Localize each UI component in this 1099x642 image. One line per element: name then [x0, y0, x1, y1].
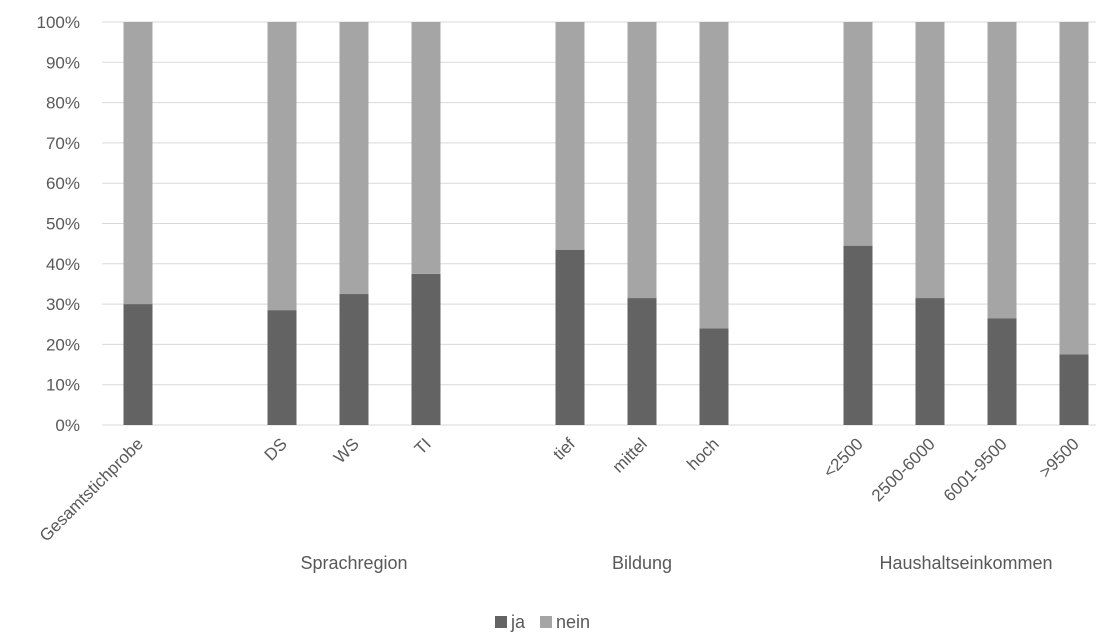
- x-tick-label: 6001-9500: [940, 434, 1011, 505]
- group-label: Bildung: [612, 553, 672, 573]
- bar-nein: [267, 22, 297, 311]
- y-tick-label: 40%: [46, 255, 80, 274]
- x-tick-label: Gesamtstichprobe: [36, 434, 147, 545]
- bar-nein: [339, 22, 369, 295]
- bar-nein: [1059, 22, 1089, 355]
- x-tick-label: hoch: [683, 434, 723, 474]
- group-labels: Sprachregion Bildung Haushaltseinkommen: [300, 553, 1052, 573]
- y-tick-label: 0%: [55, 416, 80, 435]
- bar-ja: [123, 304, 153, 425]
- bar-nein: [699, 22, 729, 329]
- legend-swatch-ja: [495, 616, 507, 628]
- bar-nein: [411, 22, 441, 274]
- y-tick-label: 90%: [46, 53, 80, 72]
- x-tick-label: >9500: [1036, 434, 1083, 481]
- gridlines: [102, 21, 1096, 426]
- bar-nein: [987, 22, 1017, 319]
- bar-nein: [627, 22, 657, 299]
- legend-swatch-nein: [540, 616, 552, 628]
- bar-nein: [843, 22, 873, 246]
- bar-ja: [915, 298, 945, 425]
- y-tick-label: 80%: [46, 94, 80, 113]
- legend-label-nein: nein: [556, 612, 590, 632]
- y-tick-label: 20%: [46, 335, 80, 354]
- bar-nein: [915, 22, 945, 299]
- x-axis-ticks: Gesamtstichprobe DS WS TI tief mittel hoch <250…: [36, 434, 1083, 545]
- x-tick-label: TI: [411, 434, 435, 458]
- x-tick-label: mittel: [609, 434, 651, 476]
- bar-ja: [555, 249, 585, 425]
- legend-label-ja: ja: [510, 612, 526, 632]
- bar-nein: [123, 22, 153, 305]
- y-tick-label: 10%: [46, 376, 80, 395]
- bars: [123, 22, 1089, 425]
- x-tick-label: tief: [549, 434, 579, 464]
- y-tick-label: 70%: [46, 134, 80, 153]
- y-tick-label: 100%: [37, 13, 80, 32]
- x-tick-label: 2500-6000: [868, 434, 939, 505]
- bar-ja: [1059, 354, 1089, 425]
- legend: ja nein: [495, 612, 590, 632]
- bar-ja: [987, 318, 1017, 425]
- bar-nein: [555, 22, 585, 250]
- bar-ja: [339, 294, 369, 425]
- bar-ja: [411, 273, 441, 425]
- y-tick-label: 30%: [46, 295, 80, 314]
- y-tick-label: 50%: [46, 215, 80, 234]
- bar-ja: [699, 328, 729, 425]
- y-tick-label: 60%: [46, 174, 80, 193]
- x-tick-label: WS: [330, 434, 363, 467]
- group-label: Haushaltseinkommen: [879, 553, 1052, 573]
- x-tick-label: DS: [261, 434, 291, 464]
- bar-ja: [267, 310, 297, 425]
- y-axis-ticks: 0% 10% 20% 30% 40% 50% 60% 70% 80% 90% 100%: [37, 13, 80, 435]
- group-label: Sprachregion: [300, 553, 407, 573]
- bar-ja: [843, 245, 873, 425]
- x-tick-label: <2500: [820, 434, 867, 481]
- bar-ja: [627, 298, 657, 425]
